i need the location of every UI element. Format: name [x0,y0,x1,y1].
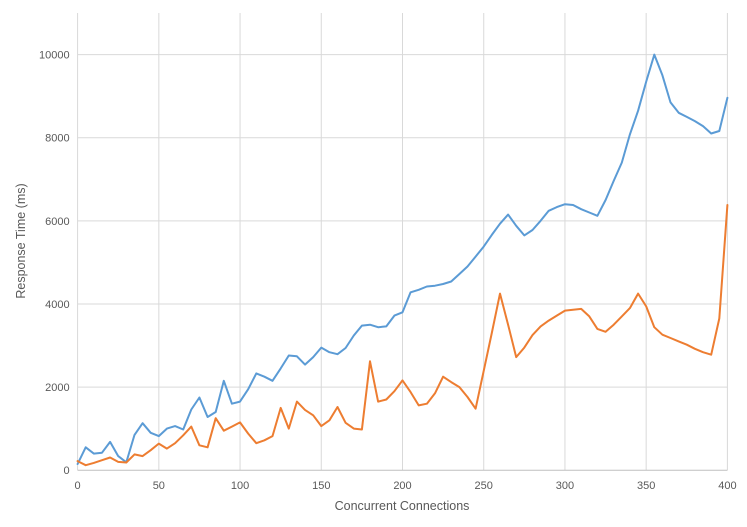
y-tick-label: 0 [63,465,69,477]
y-tick-label: 10000 [39,50,70,62]
y-tick-label: 8000 [45,133,69,145]
data-series [76,53,729,467]
y-tick-label: 4000 [45,299,69,311]
x-tick-label: 250 [475,480,493,492]
x-tick-label: 200 [393,480,411,492]
x-tick-label: 100 [231,480,249,492]
y-tick-label: 2000 [45,382,69,394]
x-tick-label: 350 [637,480,655,492]
x-tick-label: 0 [75,480,81,492]
y-tick-label: 6000 [45,216,69,228]
x-tick-label: 400 [718,480,736,492]
gridlines [77,13,728,471]
y-axis-title: Response Time (ms) [14,183,28,298]
x-tick-label: 150 [312,480,330,492]
x-tick-label: 50 [153,480,165,492]
x-tick-label: 300 [556,480,574,492]
x-axis-title: Concurrent Connections [335,499,470,513]
series-blue-line [76,53,729,465]
tick-labels: 0 2000 4000 6000 8000 10000 0 50 100 150 200 250 300… [39,50,737,493]
series-orange-line [76,204,729,467]
